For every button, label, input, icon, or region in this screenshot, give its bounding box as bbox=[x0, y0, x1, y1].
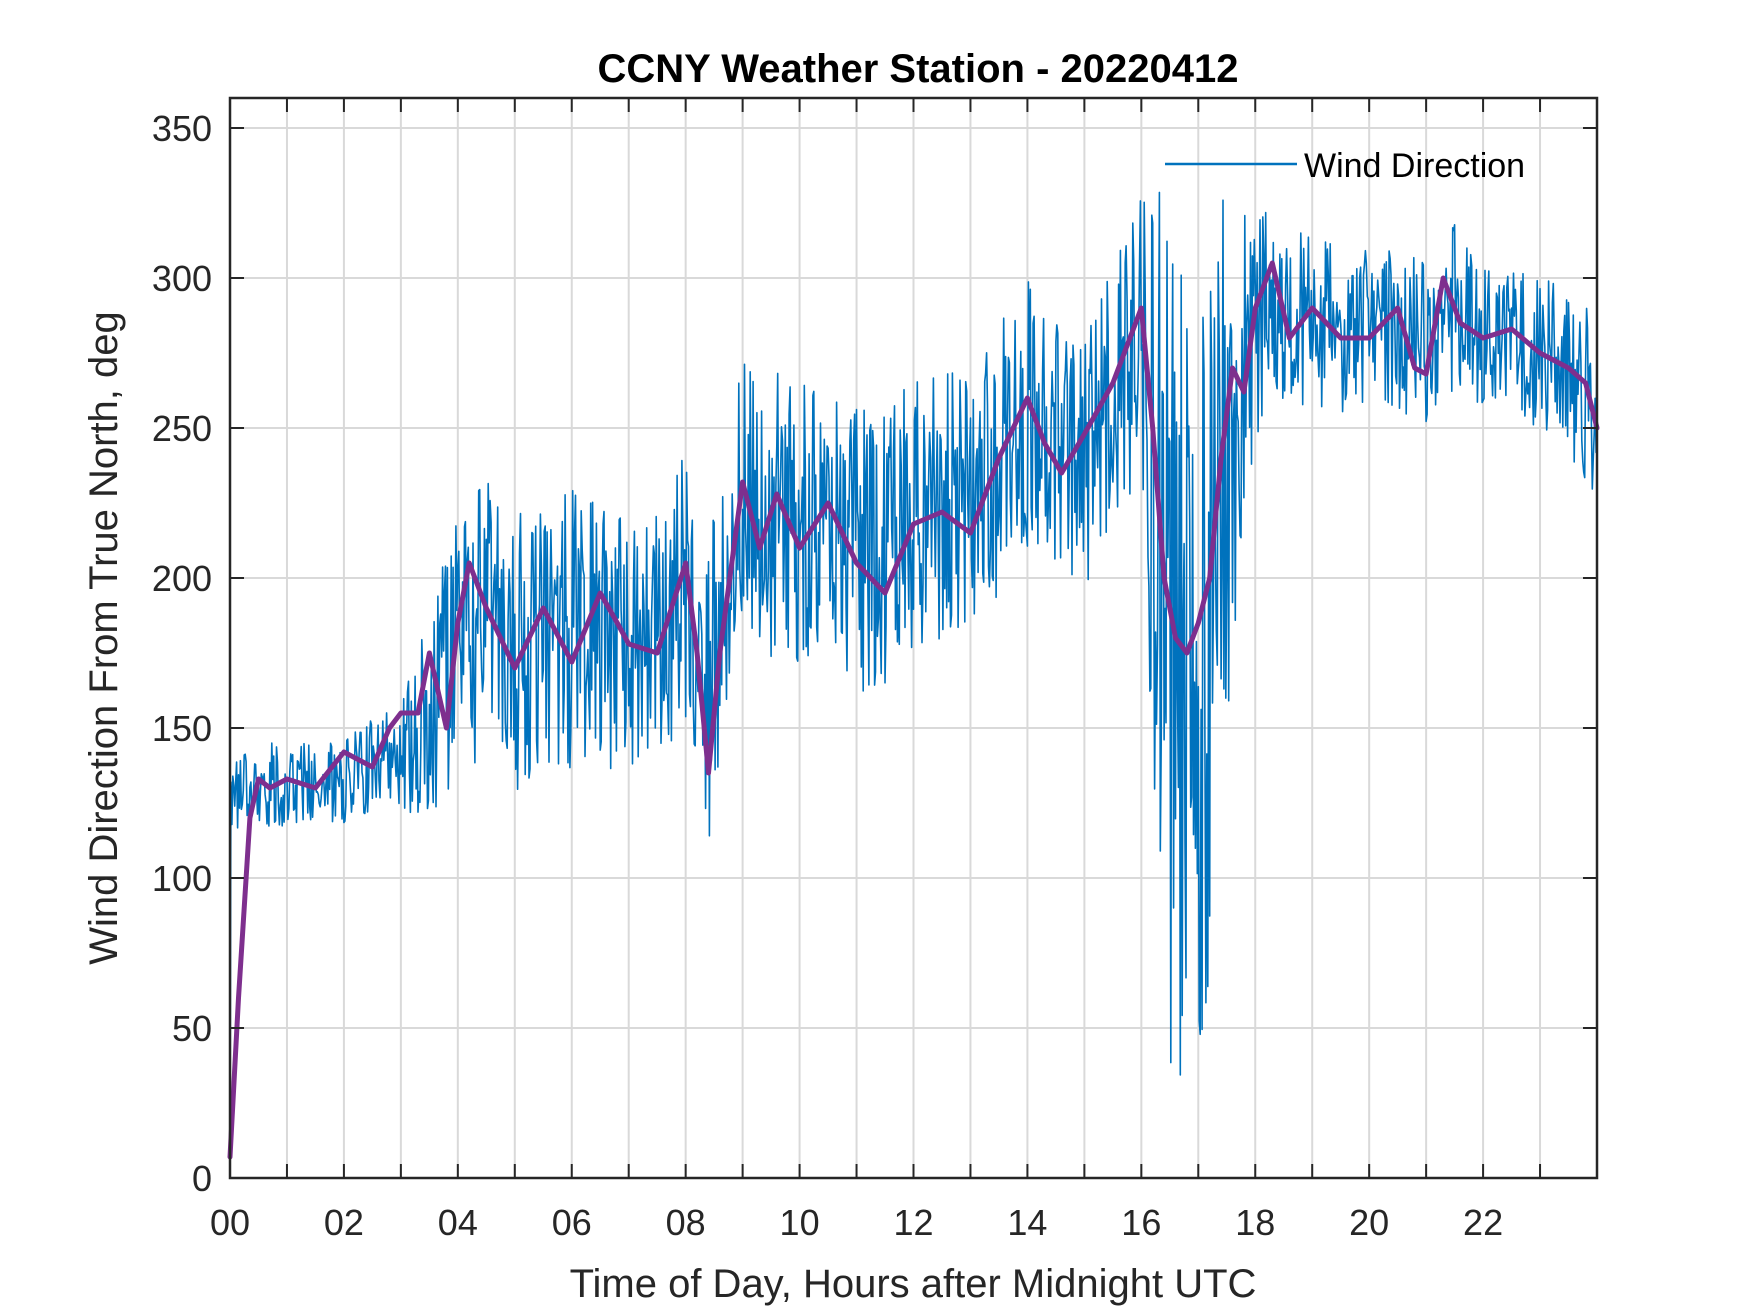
legend: Wind Direction bbox=[1165, 147, 1525, 185]
series-layer bbox=[227, 191, 1600, 1160]
y-tick-label: 150 bbox=[152, 708, 212, 749]
x-tick-label: 12 bbox=[893, 1202, 933, 1243]
x-tick-label: 04 bbox=[438, 1202, 478, 1243]
axis-ticks bbox=[229, 98, 1597, 1179]
y-tick-label: 100 bbox=[152, 858, 212, 899]
legend-label: Wind Direction bbox=[1304, 147, 1525, 185]
y-tick-label: 200 bbox=[152, 558, 212, 599]
x-tick-label: 22 bbox=[1463, 1202, 1503, 1243]
y-tick-label: 250 bbox=[152, 408, 212, 449]
y-tick-label: 350 bbox=[152, 108, 212, 149]
series-smoothed-line bbox=[227, 260, 1600, 1160]
y-tick-label: 0 bbox=[192, 1158, 212, 1199]
y-tick-label: 50 bbox=[172, 1008, 212, 1049]
x-tick-label: 08 bbox=[666, 1202, 706, 1243]
y-tick-label: 300 bbox=[152, 258, 212, 299]
x-tick-label: 10 bbox=[780, 1202, 820, 1243]
x-tick-label: 06 bbox=[552, 1202, 592, 1243]
x-tick-label: 20 bbox=[1349, 1202, 1389, 1243]
tick-labels: 00 02 04 06 08 10 12 14 16 18 20 22 0 50 100 150 200 250 3… bbox=[152, 108, 1503, 1243]
x-tick-label: 14 bbox=[1007, 1202, 1047, 1243]
y-axis-label: Wind Direction From True North, deg bbox=[82, 311, 126, 965]
chart-title: CCNY Weather Station - 20220412 bbox=[598, 47, 1239, 91]
x-tick-label: 18 bbox=[1235, 1202, 1275, 1243]
x-axis-label: Time of Day, Hours after Midnight UTC bbox=[570, 1262, 1257, 1306]
series-wind-direction-line bbox=[229, 191, 1598, 1158]
x-tick-label: 16 bbox=[1121, 1202, 1161, 1243]
x-tick-label: 02 bbox=[324, 1202, 364, 1243]
x-tick-label: 00 bbox=[210, 1202, 250, 1243]
